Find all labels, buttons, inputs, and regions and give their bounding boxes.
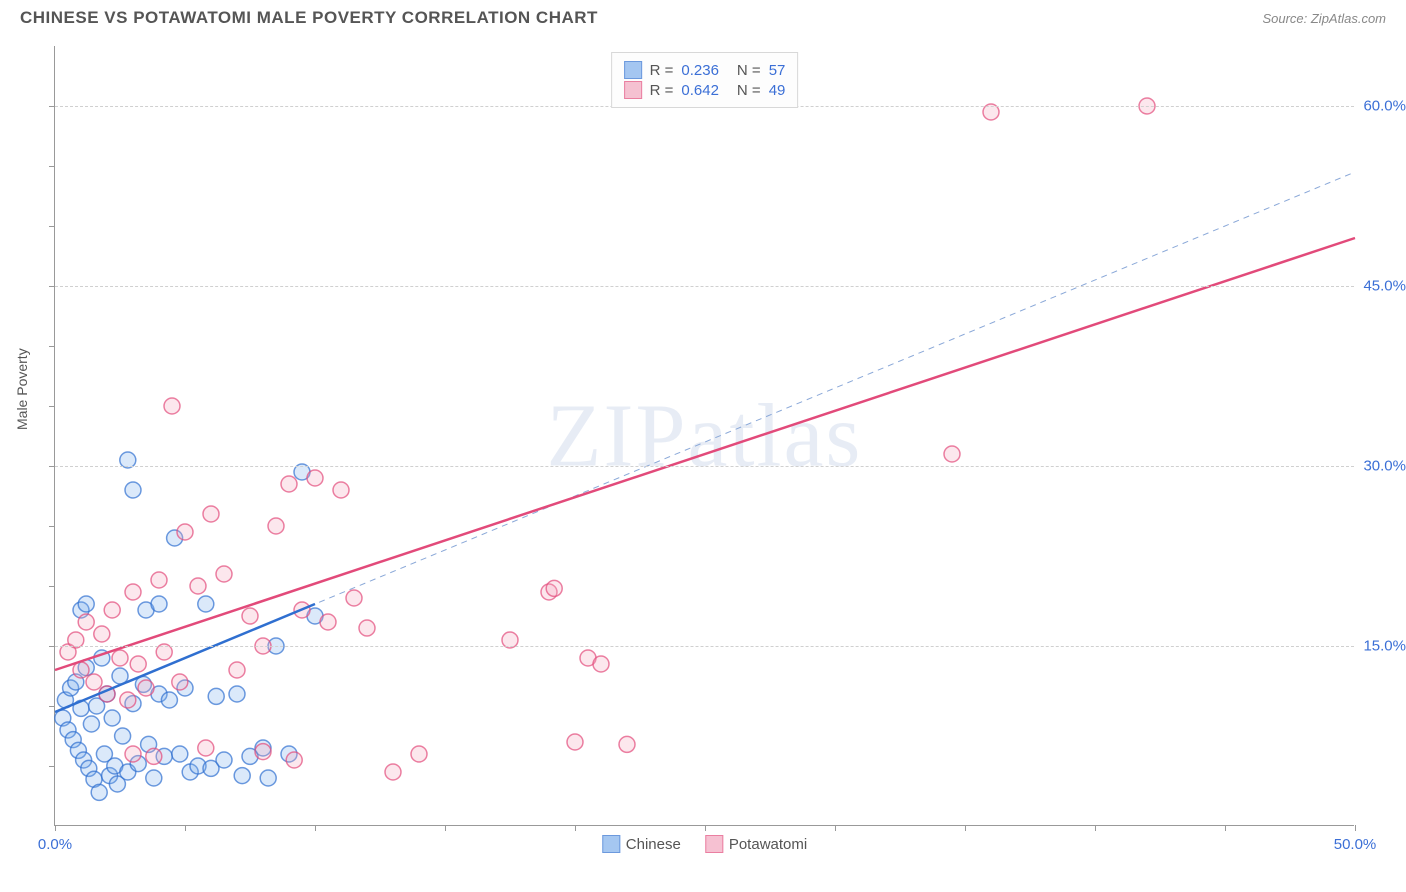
y-tick-label: 60.0% — [1363, 98, 1406, 115]
chart-title: CHINESE VS POTAWATOMI MALE POVERTY CORRE… — [20, 8, 598, 28]
legend-row: R = 0.236 N = 57 — [624, 61, 786, 79]
source-label: Source: ZipAtlas.com — [1262, 11, 1386, 26]
n-value-chinese: 57 — [769, 62, 786, 79]
swatch-chinese — [624, 61, 642, 79]
n-value-potawatomi: 49 — [769, 82, 786, 99]
y-tick-label: 30.0% — [1363, 458, 1406, 475]
x-tick-label: 0.0% — [38, 836, 72, 853]
r-value-chinese: 0.236 — [681, 62, 719, 79]
x-tick-label: 50.0% — [1334, 836, 1377, 853]
y-tick-label: 15.0% — [1363, 638, 1406, 655]
swatch-potawatomi — [624, 81, 642, 99]
legend-item-potawatomi: Potawatomi — [705, 835, 807, 853]
scatter-svg — [55, 46, 1354, 825]
series-legend: Chinese Potawatomi — [602, 835, 807, 853]
y-tick-label: 45.0% — [1363, 278, 1406, 295]
legend-row: R = 0.642 N = 49 — [624, 81, 786, 99]
y-axis-label: Male Poverty — [14, 348, 30, 430]
correlation-legend: R = 0.236 N = 57 R = 0.642 N = 49 — [611, 52, 799, 108]
chart-plot-area: ZIPatlas R = 0.236 N = 57 R = 0.642 N = … — [54, 46, 1354, 826]
r-value-potawatomi: 0.642 — [681, 82, 719, 99]
legend-item-chinese: Chinese — [602, 835, 681, 853]
swatch-potawatomi — [705, 835, 723, 853]
swatch-chinese — [602, 835, 620, 853]
